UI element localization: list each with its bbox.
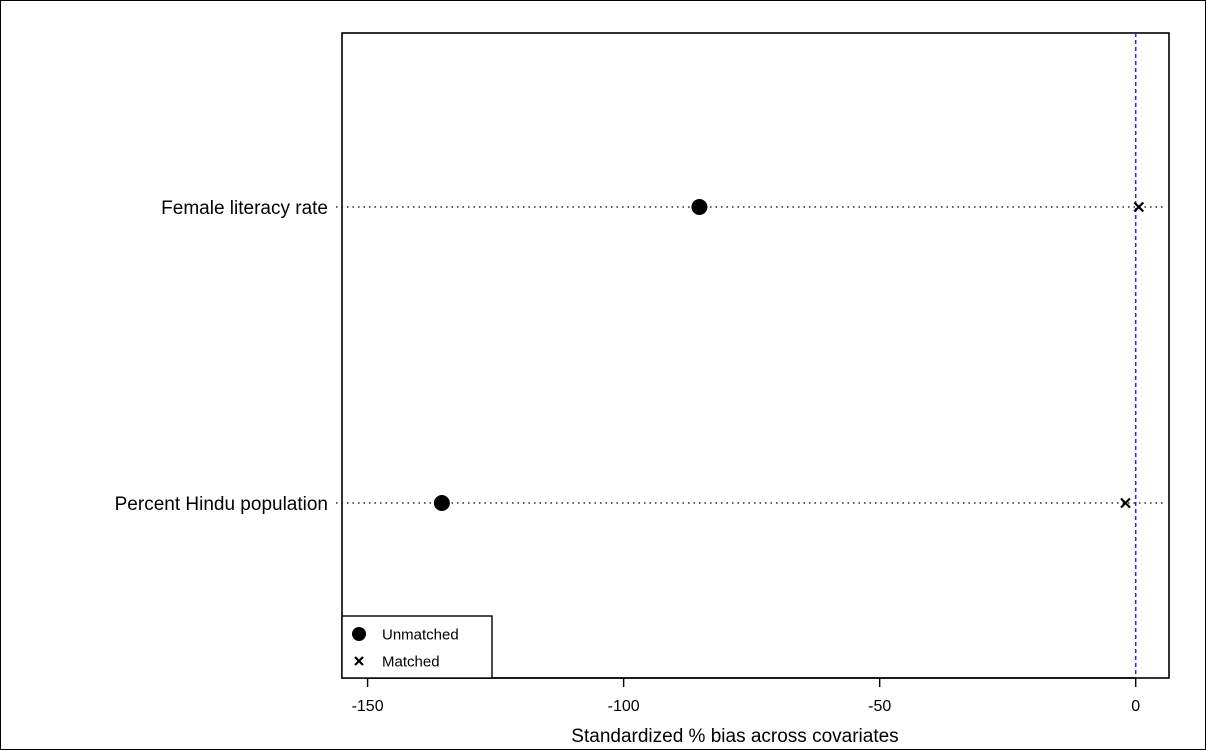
x-tick-label: -50 bbox=[868, 698, 891, 715]
matched-point bbox=[1120, 497, 1131, 509]
matched-point bbox=[1133, 201, 1145, 213]
x-tick-label: 0 bbox=[1131, 698, 1140, 715]
x-tick-label: -150 bbox=[352, 698, 384, 715]
legend-matched-symbol bbox=[354, 656, 364, 666]
legend-label: Matched bbox=[382, 654, 440, 671]
plot-area bbox=[341, 32, 1170, 679]
category-label: Percent Hindu population bbox=[115, 494, 328, 515]
unmatched-point bbox=[433, 495, 450, 511]
category-label: Female literacy rate bbox=[161, 198, 328, 219]
legend: Unmatched Matched bbox=[341, 615, 493, 679]
x-axis-title: Standardized % bias across covariates bbox=[571, 726, 898, 747]
legend-label: Unmatched bbox=[382, 627, 459, 644]
x-tick-label: -100 bbox=[608, 698, 640, 715]
legend-box bbox=[341, 615, 493, 679]
unmatched-point bbox=[691, 199, 708, 215]
legend-unmatched-symbol bbox=[352, 627, 366, 641]
